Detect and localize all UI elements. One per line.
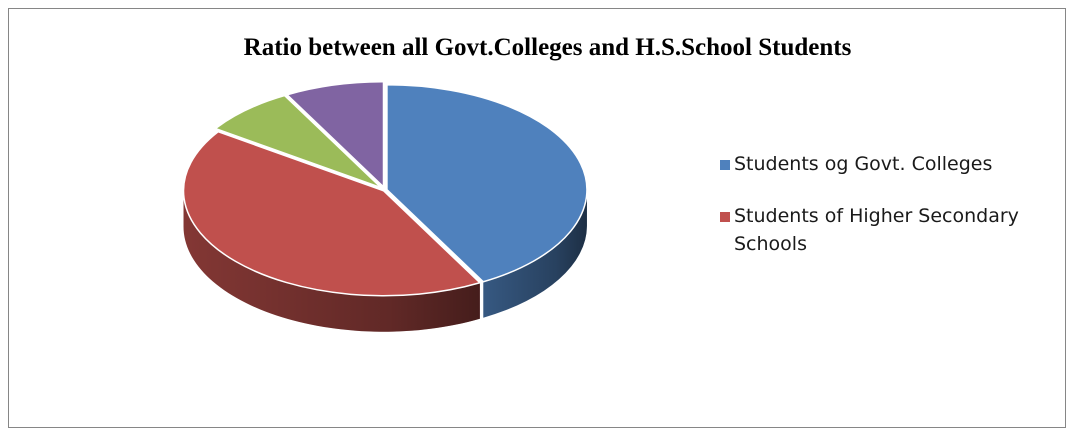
pie-sides bbox=[183, 189, 587, 332]
pie-slice-slice-2 bbox=[214, 94, 382, 189]
legend-label: Students og Govt. Colleges bbox=[734, 153, 993, 175]
pie-slice-students-og-govt-colleges bbox=[386, 83, 588, 283]
pie-tops bbox=[182, 81, 588, 297]
pie-slice-slice-3 bbox=[286, 81, 385, 188]
legend-label: Students of Higher Secondary Schools bbox=[734, 205, 1019, 255]
legend-item-hs-schools: Students of Higher Secondary Schools bbox=[720, 202, 1065, 258]
legend-item-govt-colleges: Students og Govt. Colleges bbox=[720, 150, 1065, 178]
legend-swatch bbox=[720, 160, 730, 170]
legend-swatch bbox=[720, 212, 730, 222]
chart-title: Ratio between all Govt.Colleges and H.S.… bbox=[243, 34, 852, 61]
pie-slice-students-of-higher-secondary-schools bbox=[182, 130, 481, 297]
legend: Students og Govt. Colleges Students of H… bbox=[720, 150, 1065, 258]
pie-side-shade-students-og-govt-colleges bbox=[483, 189, 587, 318]
pie-side-shade-students-of-higher-secondary-schools bbox=[183, 190, 480, 332]
pie-chart bbox=[182, 81, 588, 332]
